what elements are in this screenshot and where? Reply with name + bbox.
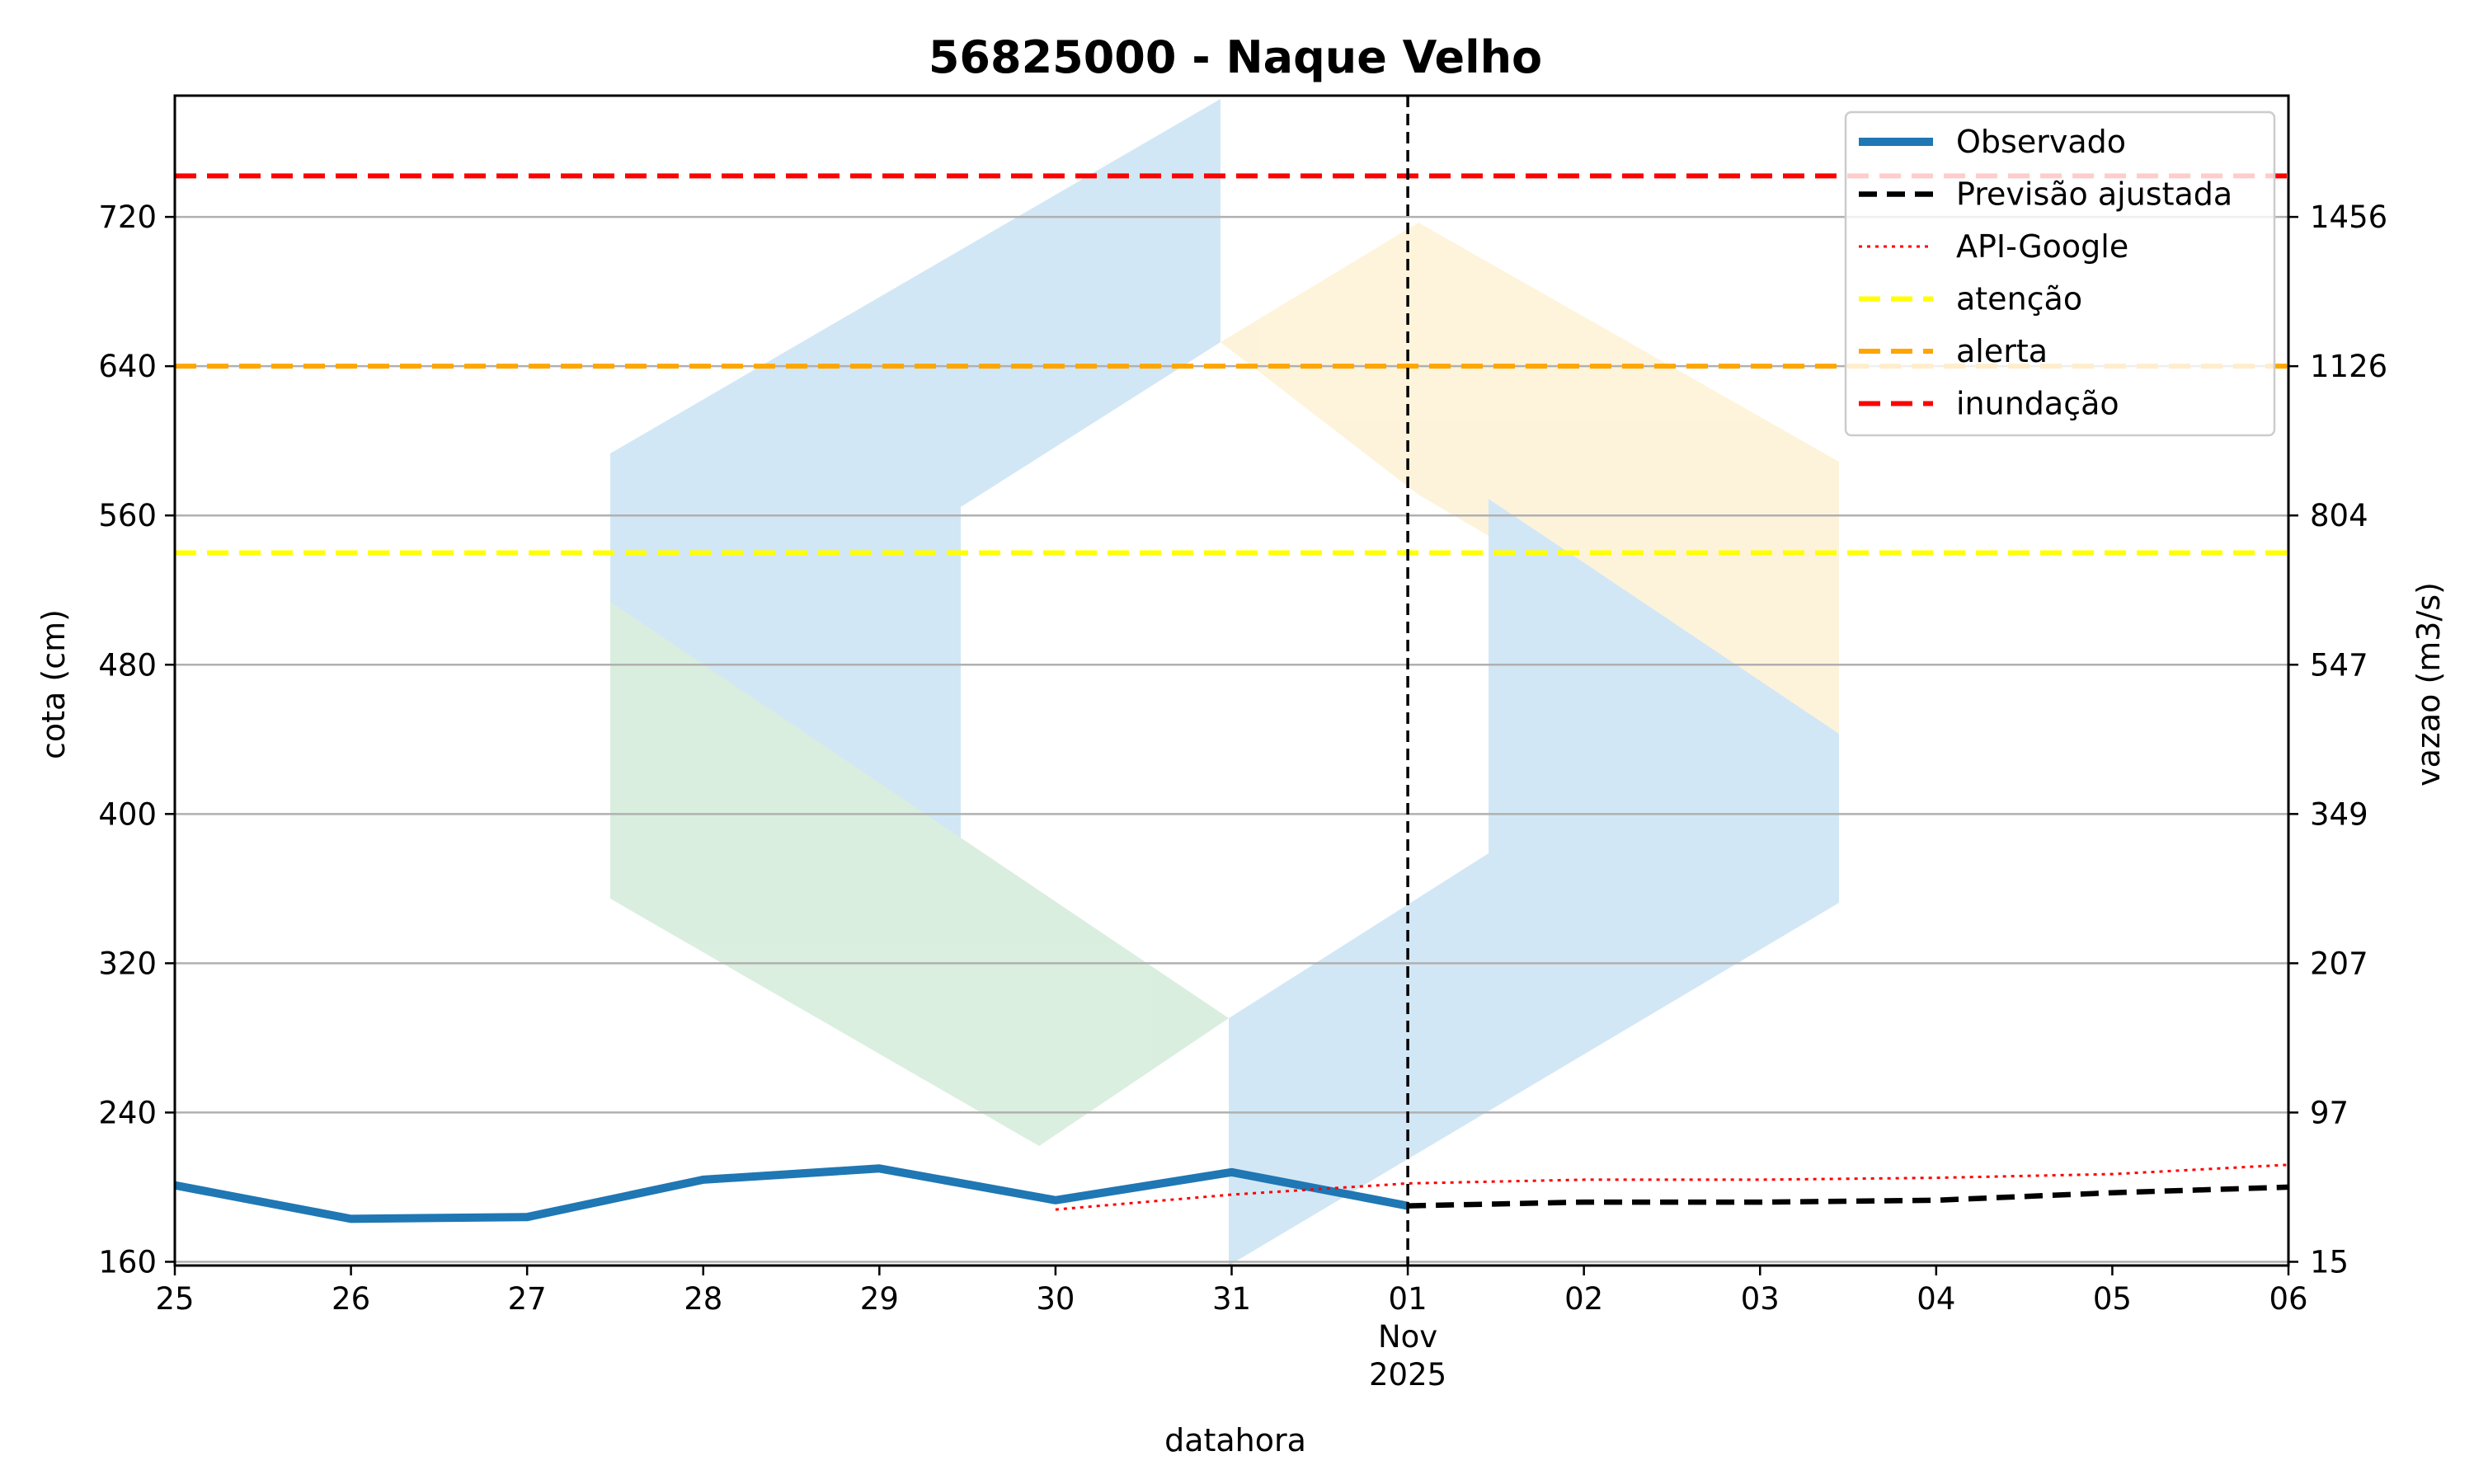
x-axis-label: datahora: [1164, 1422, 1306, 1458]
y-tick-label: 320: [98, 946, 157, 981]
legend-label: atenção: [1956, 281, 2082, 317]
grid-lines: [175, 215, 2288, 1263]
x-tick-label: 27: [508, 1281, 547, 1317]
x-tick-year: 2025: [1369, 1357, 1446, 1392]
y2-axis-label: vazao (m3/s): [2411, 582, 2447, 787]
y2-tick-label: 15: [2310, 1244, 2349, 1280]
y2-tick-label: 1126: [2310, 349, 2387, 384]
y-tick-label: 160: [98, 1244, 157, 1280]
watermark-logo: [610, 99, 1839, 1266]
x-tick-label: 31: [1212, 1281, 1251, 1317]
x-tick-month: Nov: [1378, 1319, 1437, 1355]
axis-ticks: 160 15 240 97 320 207 400 349 480 547 560 804 640 112…: [98, 200, 2387, 1392]
legend-label: API-Google: [1956, 228, 2128, 265]
x-tick-label: 25: [155, 1281, 194, 1317]
y2-tick-label: 349: [2310, 796, 2368, 832]
x-tick-label: 02: [1564, 1281, 1603, 1317]
series-lines: [174, 1163, 2289, 1223]
x-tick-label: 28: [684, 1281, 722, 1317]
x-tick-label: 26: [332, 1281, 370, 1317]
y-tick-label: 560: [98, 498, 157, 533]
x-tick-label: 06: [2269, 1281, 2307, 1317]
x-tick-label: 04: [1917, 1281, 1955, 1317]
y-axis-label: cota (cm): [35, 609, 72, 759]
y-tick-label: 720: [98, 200, 157, 235]
legend: Observado Previsão ajustada API-Google aten…: [1844, 110, 2276, 437]
x-tick-label: 01: [1389, 1281, 1427, 1317]
y2-tick-label: 97: [2310, 1095, 2349, 1130]
y-tick-label: 640: [98, 349, 157, 384]
series-line: [174, 1164, 1409, 1223]
x-tick-label: 05: [2093, 1281, 2132, 1317]
legend-label: Previsão ajustada: [1956, 176, 2232, 213]
x-tick-label: 30: [1036, 1281, 1075, 1317]
legend-label: Observado: [1956, 124, 2126, 160]
series-line: [1408, 1184, 2289, 1209]
x-tick-label: 03: [1741, 1281, 1780, 1317]
y-tick-label: 400: [98, 796, 157, 832]
y-tick-label: 240: [98, 1095, 157, 1130]
y2-tick-label: 804: [2310, 498, 2368, 533]
series-line: [1055, 1163, 2289, 1211]
y2-tick-label: 547: [2310, 647, 2368, 683]
y2-tick-label: 1456: [2310, 200, 2387, 235]
legend-label: inundação: [1956, 386, 2119, 422]
legend-label: alerta: [1956, 333, 2048, 369]
y2-tick-label: 207: [2310, 946, 2368, 981]
legend-box: [1844, 110, 2276, 437]
y-tick-label: 480: [98, 647, 157, 683]
x-tick-label: 29: [860, 1281, 899, 1317]
chart-title: 56825000 - Naque Velho: [929, 31, 1542, 83]
